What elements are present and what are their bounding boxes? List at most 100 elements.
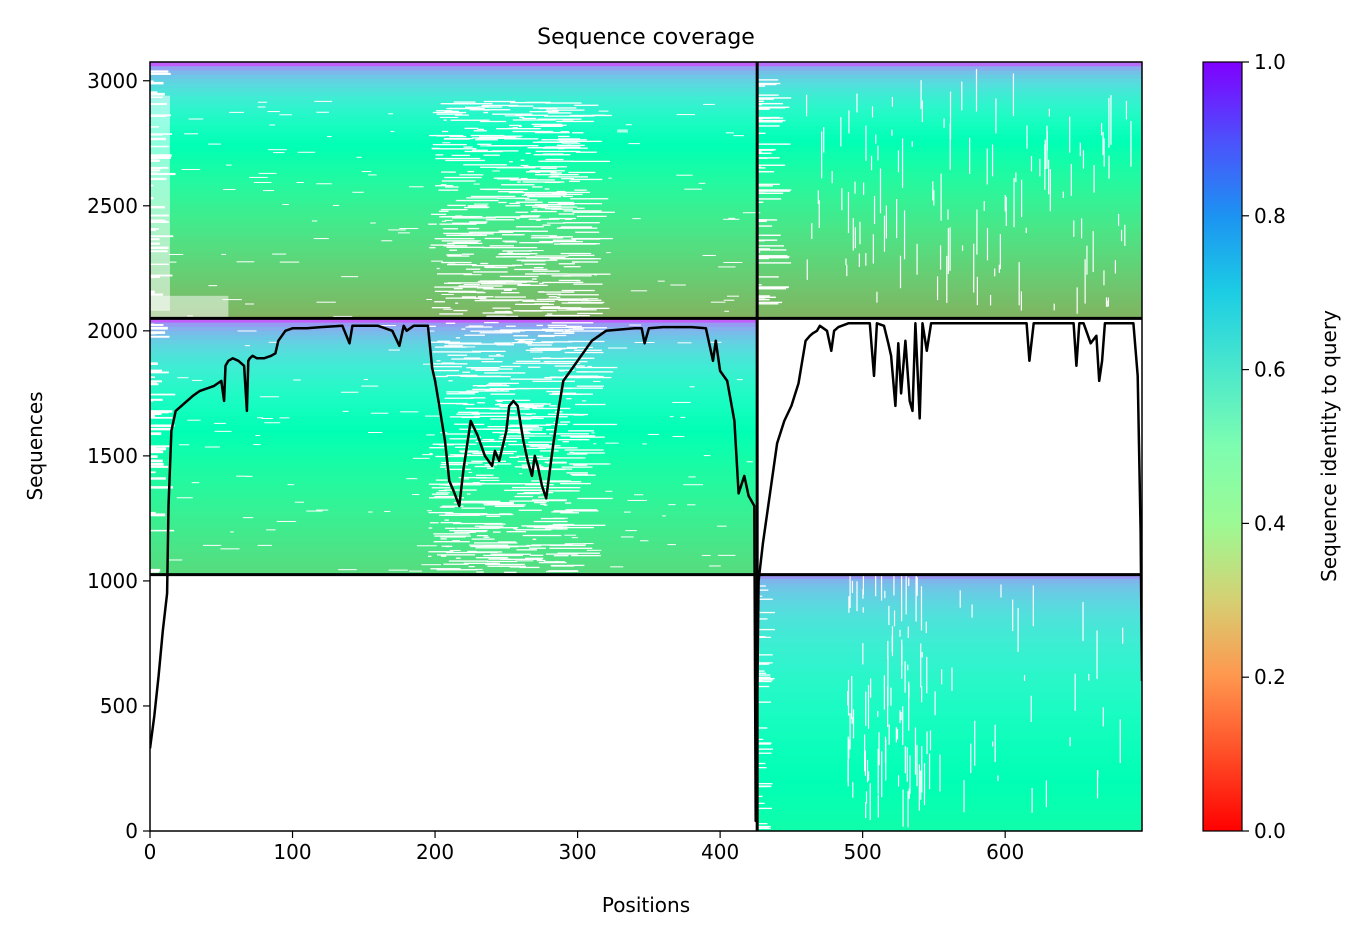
gap-streak	[598, 110, 609, 112]
gap-streak	[454, 531, 476, 533]
gap-streak	[572, 261, 599, 263]
gap-streak	[483, 445, 507, 448]
gap-streak	[530, 237, 564, 239]
gap-streak	[575, 151, 597, 153]
gap-streak	[509, 179, 555, 181]
y-tick-label: 1500	[87, 444, 138, 468]
msa-band	[150, 164, 758, 170]
gap-streak	[852, 782, 854, 798]
gap-streak	[757, 248, 770, 250]
gap-streak	[848, 596, 850, 613]
gap-streak	[509, 500, 549, 502]
gap-streak	[506, 546, 519, 548]
gap-streak	[456, 413, 480, 415]
gap-streak	[557, 202, 603, 205]
gap-streak	[862, 182, 865, 195]
gap-streak	[563, 222, 600, 224]
gap-streak	[150, 380, 162, 383]
gap-streak	[545, 528, 564, 530]
gap-streak	[429, 134, 464, 137]
msa-band	[150, 335, 758, 341]
msa-band	[757, 754, 1142, 759]
gap-streak	[150, 415, 156, 418]
gap-streak	[757, 301, 783, 304]
msa-band	[757, 719, 1142, 725]
msa-band	[757, 805, 1142, 811]
gap-streak	[565, 509, 598, 511]
gap-streak	[757, 256, 789, 259]
gap-streak	[443, 119, 447, 121]
gap-streak	[488, 382, 519, 385]
gap-streak	[458, 285, 503, 287]
gap-streak	[455, 215, 463, 217]
gap-streak	[311, 220, 318, 222]
gap-streak	[150, 447, 167, 451]
gap-streak	[562, 275, 571, 277]
gap-streak	[514, 268, 548, 271]
gap-streak	[1082, 602, 1084, 642]
gap-streak	[923, 763, 926, 806]
gap-streak	[463, 164, 508, 166]
gap-streak	[536, 219, 541, 221]
gap-streak	[488, 355, 504, 357]
gap-streak	[526, 256, 566, 259]
gap-streak	[757, 225, 773, 227]
gap-streak	[758, 727, 768, 729]
gap-streak	[570, 114, 612, 117]
gap-streak	[561, 387, 603, 389]
gap-streak	[586, 549, 602, 551]
msa-band	[757, 775, 1142, 781]
gap-streak	[454, 114, 469, 116]
gap-streak	[448, 560, 488, 562]
gap-streak	[479, 166, 521, 168]
gap-streak	[1018, 261, 1020, 306]
gap-streak	[515, 303, 554, 306]
gap-streak	[525, 152, 531, 154]
gap-streak	[549, 393, 583, 395]
gap-streak	[431, 148, 477, 150]
gap-streak	[150, 570, 159, 573]
gap-streak	[473, 415, 510, 417]
gap-streak	[497, 545, 530, 547]
gap-streak	[150, 324, 164, 326]
gap-streak	[489, 463, 512, 465]
gap-streak	[757, 157, 768, 159]
msa-band	[150, 292, 758, 298]
msa-band	[150, 553, 758, 559]
gap-streak	[547, 112, 572, 114]
gap-region	[150, 295, 229, 318]
gap-streak	[434, 495, 457, 498]
msa-band	[757, 305, 1142, 311]
gap-streak	[547, 324, 567, 327]
gap-streak	[470, 134, 505, 137]
gap-streak	[558, 279, 581, 282]
gap-streak	[474, 203, 489, 205]
gap-streak	[472, 452, 514, 455]
gap-streak	[514, 338, 536, 341]
gap-streak	[961, 81, 963, 111]
gap-streak	[831, 170, 833, 184]
msa-band	[150, 536, 758, 542]
gap-streak	[441, 220, 447, 222]
gap-streak	[425, 415, 441, 417]
gap-streak	[441, 362, 455, 364]
gap-streak	[495, 256, 522, 258]
gap-streak	[846, 264, 848, 277]
gap-streak	[574, 376, 612, 379]
gap-streak	[529, 170, 565, 172]
gap-streak	[540, 167, 557, 169]
msa-band	[757, 194, 1142, 200]
msa-band	[757, 826, 1142, 831]
gap-streak	[446, 254, 462, 256]
gap-streak	[986, 148, 988, 185]
gap-streak	[546, 313, 553, 315]
msa-band	[150, 557, 758, 563]
gap-streak	[439, 313, 464, 315]
gap-streak	[525, 484, 554, 486]
gap-streak	[431, 260, 443, 262]
msa-band	[757, 600, 1142, 606]
msa-band	[150, 305, 758, 311]
gap-streak	[941, 669, 943, 685]
gap-streak	[558, 299, 602, 301]
